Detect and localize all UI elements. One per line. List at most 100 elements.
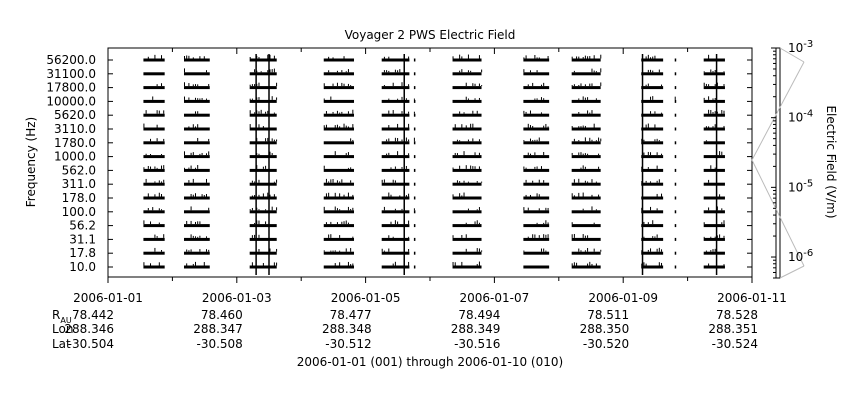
data-band bbox=[143, 237, 165, 241]
x-tick-label: 2006-01-03 bbox=[202, 291, 272, 305]
data-speckle bbox=[199, 249, 201, 252]
data-speckle bbox=[600, 82, 602, 87]
data-speckle bbox=[254, 69, 256, 73]
data-speckle bbox=[721, 208, 723, 211]
ephemeris-value: 288.347 bbox=[193, 322, 243, 336]
data-band bbox=[323, 58, 355, 62]
data-speckle bbox=[188, 250, 190, 252]
data-speckle bbox=[723, 125, 725, 128]
plot-area bbox=[107, 47, 753, 278]
data-speckle bbox=[650, 248, 652, 252]
data-band bbox=[183, 99, 210, 103]
data-speckle bbox=[547, 56, 549, 59]
data-speckle bbox=[401, 82, 403, 87]
data-band bbox=[523, 237, 550, 241]
data-speckle bbox=[341, 82, 343, 87]
data-speckle bbox=[343, 56, 345, 59]
colorbar-connector bbox=[779, 47, 805, 63]
data-speckle bbox=[573, 195, 575, 197]
data-band bbox=[452, 99, 482, 103]
data-speckle bbox=[269, 194, 271, 197]
channel-row bbox=[143, 192, 725, 200]
data-band bbox=[143, 72, 165, 76]
data-speckle bbox=[571, 126, 573, 128]
data-speckle bbox=[397, 151, 399, 156]
data-speckle bbox=[465, 165, 467, 169]
data-speckle bbox=[350, 208, 352, 211]
data-speckle bbox=[161, 55, 163, 59]
data-speckle bbox=[161, 194, 163, 197]
data-speckle bbox=[323, 125, 325, 128]
data-speckle bbox=[600, 68, 602, 73]
data-speckle bbox=[334, 263, 336, 266]
data-band bbox=[674, 155, 677, 159]
data-speckle bbox=[145, 178, 147, 183]
data-speckle bbox=[203, 262, 205, 266]
data-speckle bbox=[203, 56, 205, 59]
data-band bbox=[381, 72, 410, 76]
data-speckle bbox=[591, 83, 593, 87]
colorbar: 10-310-410-510-6 bbox=[751, 39, 813, 279]
data-band bbox=[381, 168, 410, 172]
data-band bbox=[571, 224, 601, 228]
data-speckle bbox=[332, 179, 334, 183]
data-speckle bbox=[203, 195, 205, 197]
data-speckle bbox=[328, 181, 330, 183]
data-speckle bbox=[154, 181, 156, 183]
ephemeris-value: 288.349 bbox=[450, 322, 501, 336]
data-speckle bbox=[397, 70, 399, 73]
data-speckle bbox=[323, 83, 325, 87]
data-speckle bbox=[161, 250, 163, 252]
data-speckle bbox=[582, 192, 584, 197]
data-speckle bbox=[534, 234, 536, 238]
data-speckle bbox=[650, 206, 652, 211]
data-speckle bbox=[271, 69, 273, 73]
data-speckle bbox=[708, 179, 710, 183]
data-band bbox=[381, 58, 410, 62]
data-speckle bbox=[254, 84, 256, 87]
data-speckle bbox=[269, 248, 271, 252]
data-band bbox=[249, 155, 277, 159]
data-speckle bbox=[584, 166, 586, 169]
data-band bbox=[323, 72, 355, 76]
data-speckle bbox=[465, 82, 467, 87]
data-speckle bbox=[452, 56, 454, 59]
data-speckle bbox=[350, 264, 352, 266]
data-speckle bbox=[658, 69, 660, 73]
data-speckle bbox=[536, 139, 538, 142]
data-band bbox=[323, 265, 355, 269]
data-band bbox=[452, 72, 482, 76]
channel-row bbox=[143, 137, 725, 145]
data-speckle bbox=[205, 70, 207, 73]
data-band bbox=[571, 86, 601, 90]
data-speckle bbox=[571, 263, 573, 266]
data-band bbox=[523, 265, 550, 269]
data-speckle bbox=[383, 70, 385, 73]
data-speckle bbox=[650, 57, 652, 59]
data-speckle bbox=[251, 207, 253, 211]
data-band bbox=[249, 168, 277, 172]
data-speckle bbox=[573, 138, 575, 142]
data-speckle bbox=[190, 234, 192, 238]
data-speckle bbox=[461, 69, 463, 73]
data-speckle bbox=[325, 193, 327, 197]
data-speckle bbox=[383, 250, 385, 252]
data-speckle bbox=[345, 248, 347, 252]
data-speckle bbox=[388, 98, 390, 100]
data-speckle bbox=[591, 194, 593, 197]
data-band bbox=[571, 127, 601, 131]
data-speckle bbox=[258, 82, 260, 87]
data-speckle bbox=[347, 167, 349, 169]
data-band bbox=[703, 196, 725, 200]
data-speckle bbox=[258, 153, 260, 156]
data-speckle bbox=[273, 139, 275, 142]
data-speckle bbox=[476, 181, 478, 183]
data-speckle bbox=[703, 71, 705, 73]
data-speckle bbox=[208, 138, 210, 142]
data-speckle bbox=[156, 236, 158, 238]
data-band bbox=[183, 72, 210, 76]
data-speckle bbox=[652, 236, 654, 238]
data-speckle bbox=[388, 152, 390, 156]
data-speckle bbox=[339, 235, 341, 238]
data-speckle bbox=[199, 235, 201, 238]
